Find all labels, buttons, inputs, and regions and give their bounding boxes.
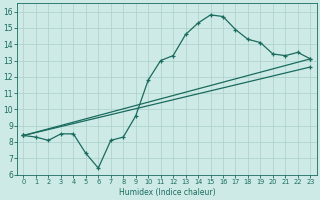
X-axis label: Humidex (Indice chaleur): Humidex (Indice chaleur) <box>119 188 215 197</box>
